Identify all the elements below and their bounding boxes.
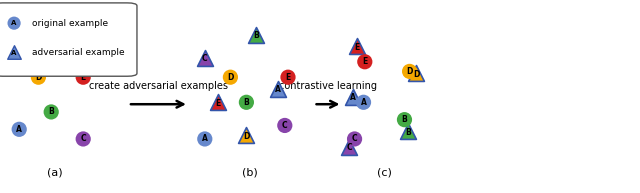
Text: C: C — [81, 135, 86, 143]
Text: E: E — [362, 57, 367, 66]
Text: E: E — [215, 99, 220, 108]
Text: D: D — [227, 73, 234, 82]
Text: A: A — [12, 20, 17, 26]
Point — [404, 70, 415, 73]
Text: (a): (a) — [47, 168, 62, 178]
Text: adversarial example: adversarial example — [32, 48, 125, 57]
Text: C: C — [347, 143, 352, 152]
Text: A: A — [360, 98, 367, 107]
Point — [348, 95, 358, 98]
Point — [241, 101, 252, 104]
Text: (c): (c) — [376, 168, 392, 178]
Point — [349, 137, 360, 141]
FancyBboxPatch shape — [0, 3, 137, 76]
Text: C: C — [282, 121, 287, 130]
Point — [78, 76, 88, 79]
Point — [225, 76, 236, 79]
Point — [200, 56, 210, 59]
Text: D: D — [35, 73, 42, 82]
Point — [200, 137, 210, 141]
Text: B: B — [405, 128, 410, 137]
Point — [241, 134, 252, 137]
Text: contrastive learning: contrastive learning — [279, 81, 377, 91]
Text: B: B — [244, 98, 249, 107]
Text: A: A — [12, 50, 17, 56]
Point — [344, 145, 355, 148]
Text: B: B — [402, 115, 407, 124]
Text: C: C — [352, 135, 357, 143]
Point — [9, 51, 19, 54]
Text: A: A — [202, 135, 208, 143]
Point — [403, 130, 413, 133]
Point — [9, 22, 19, 25]
Point — [78, 137, 88, 141]
Text: A: A — [16, 125, 22, 134]
Point — [352, 45, 362, 48]
Text: create adversarial examples: create adversarial examples — [89, 81, 228, 91]
Text: E: E — [355, 43, 360, 52]
Point — [411, 72, 421, 75]
Point — [251, 33, 261, 36]
Text: A: A — [350, 93, 356, 102]
Point — [283, 76, 293, 79]
Text: D: D — [406, 67, 413, 76]
Point — [212, 101, 223, 104]
Text: B: B — [253, 31, 259, 40]
Point — [46, 110, 56, 113]
Point — [280, 124, 290, 127]
Text: D: D — [413, 70, 419, 79]
Text: A: A — [275, 85, 282, 94]
Text: original example: original example — [32, 19, 108, 28]
Point — [33, 76, 44, 79]
Text: D: D — [243, 132, 250, 141]
Point — [358, 101, 369, 104]
Point — [14, 128, 24, 131]
Text: B: B — [49, 108, 54, 116]
Point — [399, 118, 410, 121]
Text: C: C — [202, 54, 207, 63]
Text: E: E — [285, 73, 291, 82]
Text: E: E — [81, 73, 86, 82]
Point — [360, 60, 370, 63]
Text: (b): (b) — [242, 168, 257, 178]
Point — [273, 87, 284, 90]
